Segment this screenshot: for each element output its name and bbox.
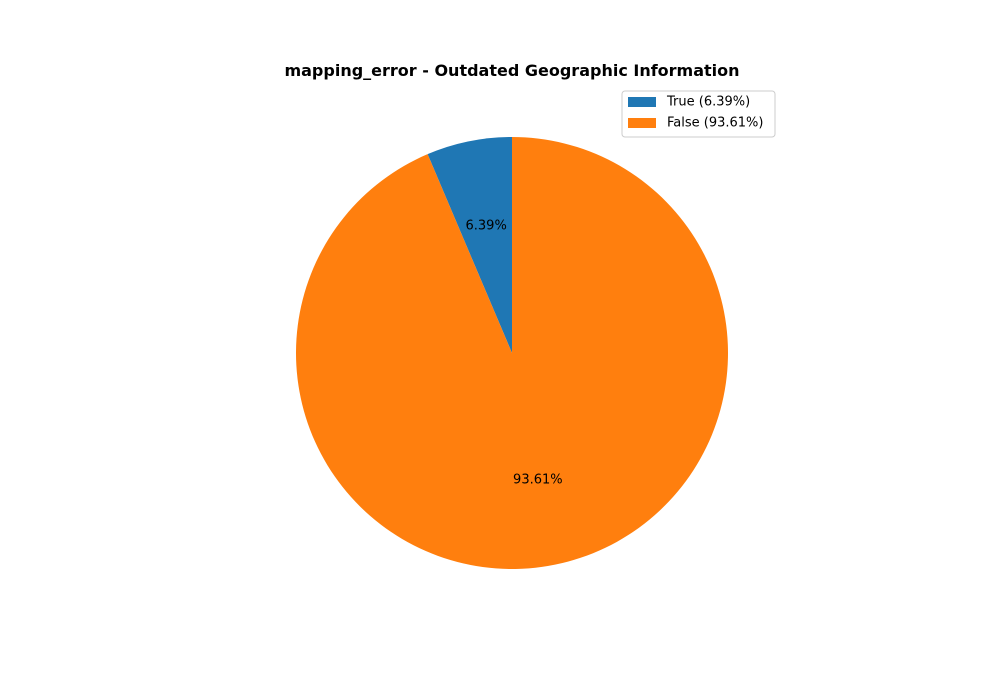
legend-frame: [621, 90, 776, 138]
legend-label-false: False (93.61%): [667, 116, 763, 131]
pie-slice-labels: 6.39% 93.61%: [466, 219, 563, 488]
legend-swatch-true: [628, 97, 656, 107]
legend: True (6.39%) False (93.61%): [621, 90, 776, 138]
pie-slice-label-true: 6.39%: [466, 219, 507, 234]
pie-slice-false: [295, 137, 728, 569]
pie-slices: [295, 137, 728, 569]
pie-slice-true: [427, 137, 512, 353]
legend-entries: True (6.39%) False (93.61%): [628, 95, 763, 131]
pie-slice-label-false: 93.61%: [513, 472, 563, 487]
chart-title: mapping_error - Outdated Geographic Info…: [284, 61, 739, 80]
legend-label-true: True (6.39%): [666, 95, 750, 110]
legend-swatch-false: [628, 118, 656, 128]
